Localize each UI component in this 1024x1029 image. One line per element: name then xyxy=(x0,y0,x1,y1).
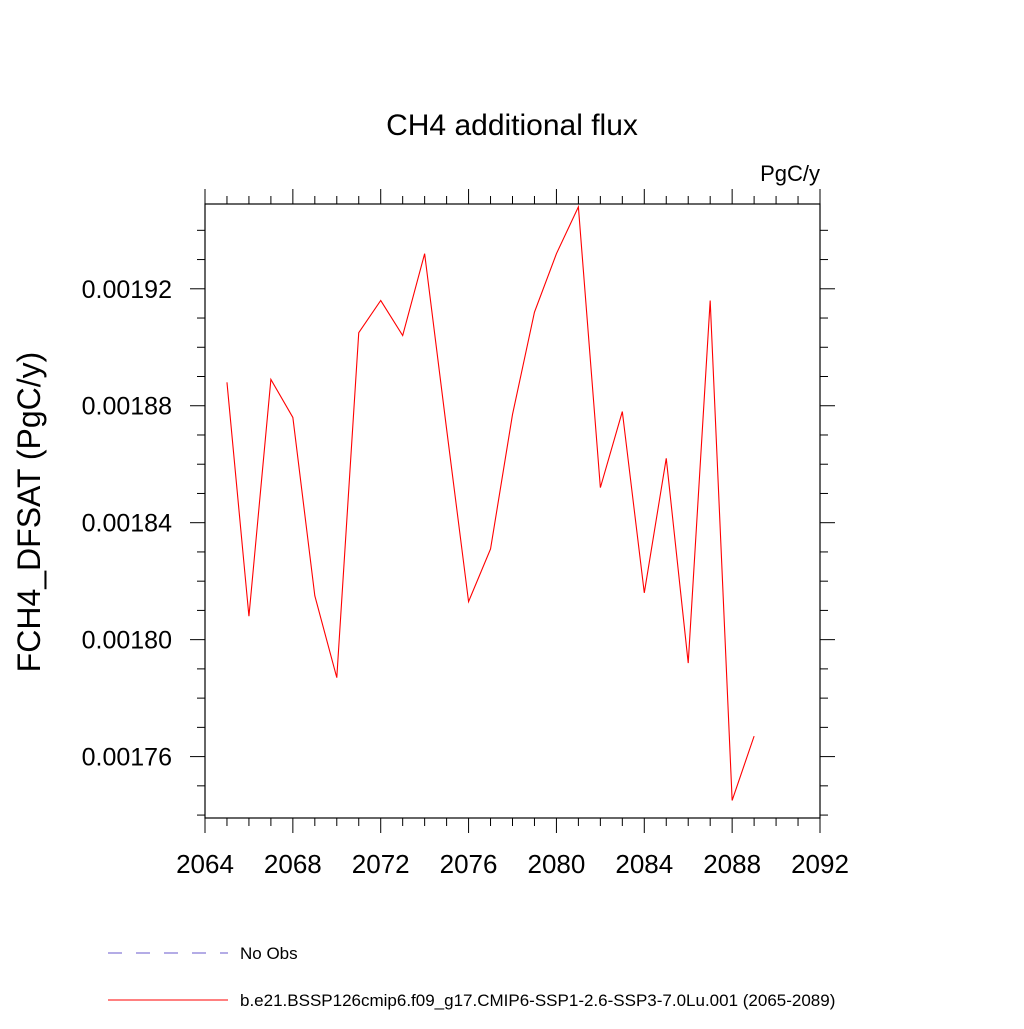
x-tick-labels: 2064 2068 2072 2076 2080 2084 2088 2092 xyxy=(176,849,849,879)
y-tick-label: 0.00176 xyxy=(82,744,172,772)
legend: No Obs b.e21.BSSP126cmip6.f09_g17.CMIP6-… xyxy=(108,944,835,1010)
x-tick-label: 2064 xyxy=(176,849,234,879)
series-layer xyxy=(226,204,755,801)
x-tick-label: 2080 xyxy=(528,849,586,879)
y-tick-labels: 0.00176 0.00180 0.00184 0.00188 0.00192 xyxy=(82,276,172,772)
y-tick-label: 0.00188 xyxy=(82,393,172,421)
x-tick-label: 2088 xyxy=(703,849,761,879)
legend-label-model-run: b.e21.BSSP126cmip6.f09_g17.CMIP6-SSP1-2.… xyxy=(240,991,835,1010)
x-tick-label: 2076 xyxy=(440,849,498,879)
chart-title: CH4 additional flux xyxy=(386,109,638,142)
x-tick-label: 2084 xyxy=(615,849,673,879)
y-axis-label: FCH4_DFSAT (PgC/y) xyxy=(11,352,47,673)
series-line xyxy=(226,204,755,801)
plot-frame xyxy=(204,203,821,819)
y-tick-label: 0.00192 xyxy=(82,276,172,304)
legend-label-no-obs: No Obs xyxy=(240,944,298,963)
x-tick-label: 2068 xyxy=(264,849,322,879)
y-tick-label: 0.00184 xyxy=(82,510,172,538)
y-tick-label: 0.00180 xyxy=(82,627,172,655)
axis-ticks xyxy=(190,189,835,833)
x-tick-label: 2072 xyxy=(352,849,410,879)
units-label: PgC/y xyxy=(760,161,820,186)
x-tick-label: 2092 xyxy=(791,849,849,879)
